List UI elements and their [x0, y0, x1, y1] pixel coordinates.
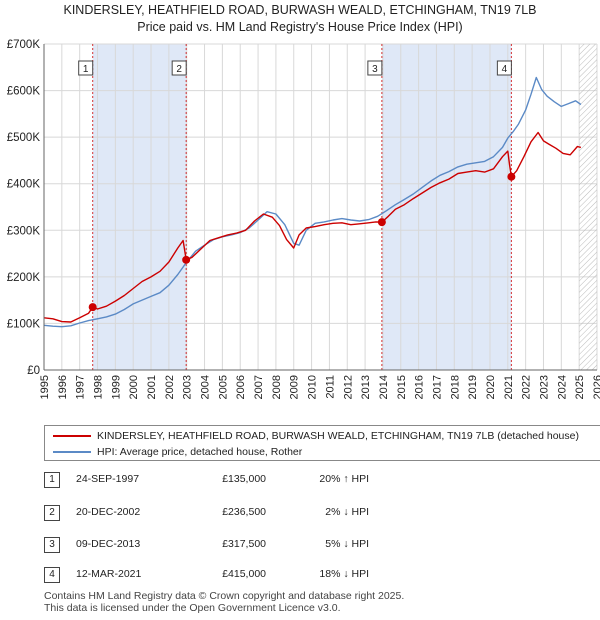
- price-chart: 1 2 3 4 £0 £100K £200K £300K £400K £500K £600K £70…: [7, 39, 600, 399]
- x-tick-label: 2024: [556, 375, 568, 399]
- x-tick-label: 2005: [217, 375, 229, 399]
- sale-label-number: 1: [83, 64, 89, 75]
- sale-point: [507, 172, 516, 181]
- sale-date: 20-DEC-2002: [76, 506, 141, 518]
- chart-title: KINDERSLEY, HEATHFIELD ROAD, BURWASH WEA…: [63, 3, 537, 17]
- sale-hpi-diff: 18% ↓ HPI: [319, 568, 369, 580]
- footer-line-2: This data is licensed under the Open Gov…: [44, 602, 341, 614]
- footer-attribution: Contains HM Land Registry data © Crown c…: [44, 590, 404, 614]
- sale-number: 1: [44, 472, 60, 488]
- sale-price: £135,000: [222, 473, 266, 485]
- x-tick-label: 2021: [503, 375, 515, 399]
- x-tick-label: 1997: [75, 375, 87, 399]
- x-tick-label: 2007: [253, 375, 265, 399]
- y-tick-label: £600K: [7, 86, 41, 98]
- x-tick-label: 2000: [128, 375, 140, 399]
- x-tick-label: 2016: [414, 375, 426, 399]
- sale-number: 4: [44, 567, 60, 583]
- sale-row: 3 09-DEC-2013 £317,500 5% ↓ HPI: [44, 537, 600, 557]
- y-tick-label: £300K: [7, 225, 41, 237]
- y-tick-label: £100K: [7, 318, 41, 330]
- sale-hpi-diff: 20% ↑ HPI: [319, 473, 369, 485]
- sale-price: £415,000: [222, 568, 266, 580]
- x-tick-label: 2022: [521, 375, 533, 399]
- sale-price: £236,500: [222, 506, 266, 518]
- x-tick-label: 2010: [307, 375, 319, 399]
- sale-number: 3: [44, 537, 60, 553]
- sale-number: 2: [44, 505, 60, 521]
- x-tick-label: 2004: [200, 375, 212, 399]
- legend-label-property: KINDERSLEY, HEATHFIELD ROAD, BURWASH WEA…: [97, 430, 579, 442]
- x-tick-label: 2014: [378, 375, 390, 399]
- sale-label-number: 4: [502, 64, 508, 75]
- x-tick-label: 2018: [449, 375, 461, 399]
- x-tick-label: 2002: [164, 375, 176, 399]
- forecast-hatch: [579, 44, 597, 370]
- legend-swatch-hpi: [53, 451, 91, 453]
- x-tick-label: 1998: [93, 375, 105, 399]
- legend-swatch-property: [53, 435, 91, 437]
- sale-row: 2 20-DEC-2002 £236,500 2% ↓ HPI: [44, 505, 600, 525]
- x-tick-label: 2026: [592, 375, 600, 399]
- sale-label-box: [171, 60, 187, 76]
- y-tick-label: £200K: [7, 272, 41, 284]
- sale-label-box: [496, 60, 512, 76]
- x-tick-label: 2001: [146, 375, 158, 399]
- sale-label-number: 2: [176, 64, 182, 75]
- ownership-shade: [92, 44, 187, 370]
- sale-label-box: [367, 60, 383, 76]
- x-tick-label: 2023: [538, 375, 550, 399]
- sale-date: 09-DEC-2013: [76, 538, 141, 550]
- x-tick-label: 1999: [110, 375, 122, 399]
- chart-subtitle: Price paid vs. HM Land Registry's House …: [137, 20, 463, 34]
- y-tick-label: £0: [27, 365, 40, 377]
- property-price-line: [44, 131, 582, 323]
- x-tick-label: 2015: [396, 375, 408, 399]
- x-tick-label: 2006: [235, 375, 247, 399]
- x-tick-label: 2013: [360, 375, 372, 399]
- chart-legend: KINDERSLEY, HEATHFIELD ROAD, BURWASH WEA…: [44, 425, 600, 461]
- x-tick-label: 2019: [467, 375, 479, 399]
- sale-date: 24-SEP-1997: [76, 473, 140, 485]
- y-tick-label: £400K: [7, 179, 41, 191]
- legend-label-hpi: HPI: Average price, detached house, Roth…: [97, 446, 303, 458]
- x-tick-label: 2020: [485, 375, 497, 399]
- x-tick-label: 2011: [324, 375, 336, 399]
- sale-date: 12-MAR-2021: [76, 568, 142, 580]
- x-tick-label: 1996: [57, 375, 69, 399]
- x-tick-label: 2025: [574, 375, 586, 399]
- x-tick-label: 2017: [431, 375, 443, 399]
- sale-row: 1 24-SEP-1997 £135,000 20% ↑ HPI: [44, 472, 600, 492]
- sale-point: [377, 218, 386, 227]
- chart-title-block: KINDERSLEY, HEATHFIELD ROAD, BURWASH WEA…: [0, 2, 600, 36]
- sale-point: [182, 255, 191, 264]
- sale-hpi-diff: 2% ↓ HPI: [325, 506, 369, 518]
- sale-label-box: [78, 60, 94, 76]
- sale-point: [88, 303, 97, 312]
- y-tick-label: £500K: [7, 132, 41, 144]
- footer-line-1: Contains HM Land Registry data © Crown c…: [44, 590, 405, 602]
- x-tick-label: 2008: [271, 375, 283, 399]
- x-tick-label: 2012: [342, 375, 354, 399]
- sale-label-number: 3: [372, 64, 378, 75]
- hpi-line: [44, 76, 582, 328]
- sale-hpi-diff: 5% ↓ HPI: [325, 538, 369, 550]
- x-tick-label: 1995: [39, 375, 51, 399]
- x-tick-label: 2009: [289, 375, 301, 399]
- y-tick-label: £700K: [7, 39, 41, 51]
- sale-price: £317,500: [222, 538, 266, 550]
- sale-row: 4 12-MAR-2021 £415,000 18% ↓ HPI: [44, 567, 600, 587]
- x-tick-label: 2003: [182, 375, 194, 399]
